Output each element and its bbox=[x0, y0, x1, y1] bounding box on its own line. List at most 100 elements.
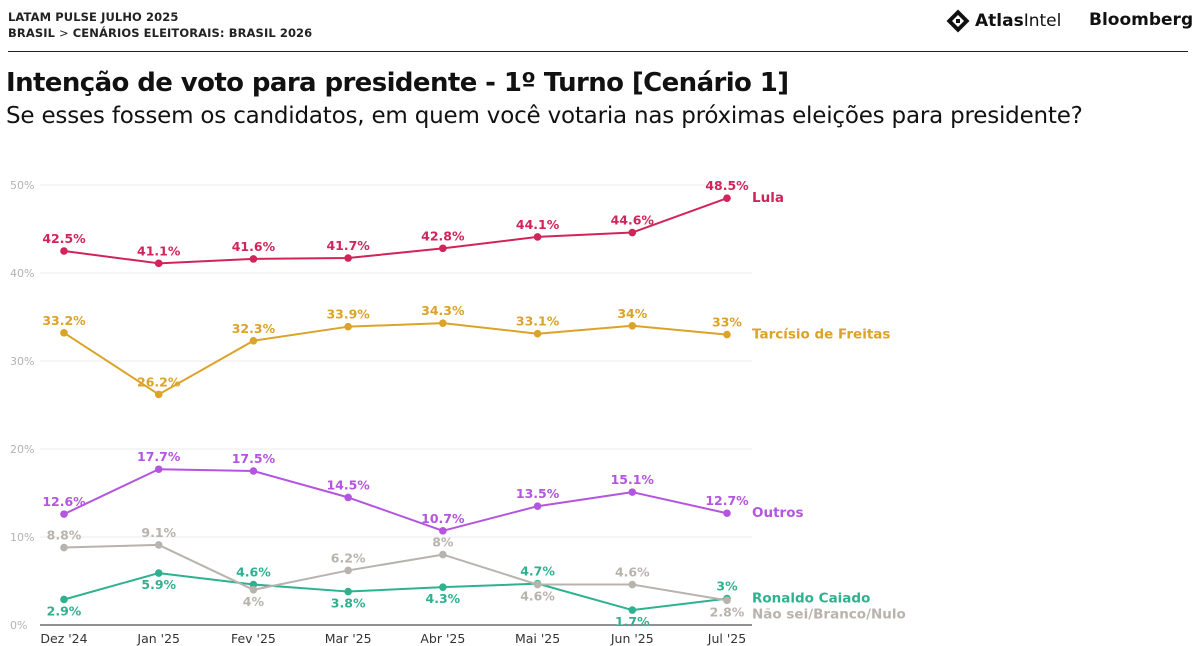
data-label: 33.1% bbox=[516, 314, 560, 329]
data-point bbox=[628, 228, 637, 237]
x-tick-label: Abr '25 bbox=[420, 631, 465, 646]
data-label: 34.3% bbox=[421, 303, 465, 318]
data-label: 3% bbox=[716, 579, 738, 594]
y-tick-label: 50% bbox=[10, 179, 34, 192]
data-label: 33.2% bbox=[42, 313, 86, 328]
data-point bbox=[723, 194, 731, 202]
x-tick-label: Mai '25 bbox=[515, 631, 560, 646]
data-point bbox=[249, 336, 258, 345]
data-point bbox=[533, 329, 542, 338]
data-point bbox=[344, 322, 352, 331]
bloomberg-logo: Bloomberg bbox=[1089, 10, 1194, 30]
data-label: 42.5% bbox=[42, 231, 86, 246]
data-point bbox=[439, 244, 447, 253]
data-label: 4.7% bbox=[520, 564, 555, 579]
data-label: 41.1% bbox=[137, 243, 181, 258]
x-tick-label: Jul '25 bbox=[707, 631, 746, 646]
x-tick-label: Fev '25 bbox=[231, 631, 276, 646]
data-point bbox=[439, 527, 447, 535]
report-edition: LATAM PULSE JULHO 2025 bbox=[8, 10, 179, 24]
data-label: 1.7% bbox=[615, 614, 650, 629]
data-label: 33% bbox=[712, 315, 742, 330]
data-label: 41.6% bbox=[232, 239, 276, 254]
data-label: 17.7% bbox=[137, 449, 181, 464]
x-tick-label: Jun '25 bbox=[610, 631, 654, 646]
data-point bbox=[154, 465, 163, 474]
data-point bbox=[533, 580, 542, 589]
data-point bbox=[439, 319, 447, 327]
data-point bbox=[344, 587, 352, 596]
data-point bbox=[628, 488, 637, 496]
series-name-label: Não sei/Branco/Nulo bbox=[752, 607, 906, 623]
data-label: 4.6% bbox=[615, 565, 650, 580]
header-divider bbox=[8, 51, 1188, 52]
y-tick-label: 40% bbox=[10, 267, 34, 280]
series-name-label: Ronaldo Caiado bbox=[752, 591, 870, 607]
data-point bbox=[60, 329, 68, 337]
data-label: 14.5% bbox=[326, 477, 370, 492]
data-label: 4.6% bbox=[520, 589, 555, 604]
series-line bbox=[63, 543, 728, 602]
y-tick-label: 30% bbox=[10, 355, 34, 368]
data-point bbox=[60, 543, 68, 552]
data-point bbox=[154, 259, 163, 268]
data-label: 17.5% bbox=[232, 451, 276, 466]
data-label: 10.7% bbox=[421, 511, 465, 526]
data-point bbox=[249, 580, 258, 589]
data-label: 12.6% bbox=[42, 494, 86, 509]
series-tarcisio-de-freitas: 33.2% 26.2% 32.3% 33.9% 34.3% 33.1% 34% 33% Tarc… bbox=[42, 303, 890, 399]
x-tick-label: Dez '24 bbox=[40, 631, 87, 646]
series-layer: 42.5% 41.1% 41.6% 41.7% 42.8% 44.1% 44.6% 48.5%… bbox=[42, 178, 906, 629]
series-ronaldo-caiado: 2.9% 5.9% 4.6% 3.8% 4.3% 4.7% 1.7% 3% Ronaldo Ca… bbox=[47, 564, 871, 629]
series-outros: 12.6% 17.7% 17.5% 14.5% 10.7% 13.5% 15.1% 12.7%… bbox=[42, 449, 804, 535]
data-point bbox=[723, 330, 731, 339]
data-point bbox=[533, 502, 542, 511]
breadcrumb-section[interactable]: CENÁRIOS ELEITORAIS: BRASIL 2026 bbox=[72, 26, 313, 40]
x-axis: Dez '24 Jan '25 Fev '25 Mar '25 Abr '25 Mai '… bbox=[40, 631, 746, 646]
series-line bbox=[63, 322, 728, 396]
data-point bbox=[249, 467, 258, 475]
data-point bbox=[628, 322, 637, 330]
data-label: 26.2% bbox=[137, 374, 181, 389]
atlasintel-logo: AtlasIntel bbox=[946, 9, 1061, 33]
data-point bbox=[344, 566, 352, 575]
data-label: 13.5% bbox=[516, 486, 560, 501]
chart-title: Intenção de voto para presidente - 1º Tu… bbox=[6, 68, 789, 98]
data-label: 9.1% bbox=[141, 525, 176, 540]
data-label: 42.8% bbox=[421, 228, 465, 243]
data-label: 5.9% bbox=[141, 577, 176, 592]
y-axis: 0% 10% 20% 30% 40% 50% bbox=[10, 179, 34, 632]
data-label: 34% bbox=[617, 306, 647, 321]
data-point bbox=[154, 569, 163, 577]
data-point bbox=[249, 255, 258, 263]
series-line bbox=[63, 468, 728, 532]
data-label: 32.3% bbox=[232, 321, 276, 336]
data-label: 8% bbox=[432, 535, 454, 550]
series-line bbox=[63, 572, 728, 612]
data-label: 33.9% bbox=[326, 307, 370, 322]
series-lula: 42.5% 41.1% 41.6% 41.7% 42.8% 44.1% 44.6% 48.5%… bbox=[42, 178, 784, 268]
report-header: LATAM PULSE JULHO 2025 BRASIL > CENÁRIOS E… bbox=[8, 9, 312, 41]
x-tick-label: Mar '25 bbox=[325, 631, 372, 646]
data-label: 41.7% bbox=[326, 238, 370, 253]
data-point bbox=[60, 510, 68, 518]
data-point bbox=[628, 580, 637, 589]
series-nao-sei-branco-nulo: 8.8% 9.1% 4% 6.2% 8% 4.6% 4.6% 2.8% Não sei/Bran… bbox=[47, 525, 906, 623]
data-label: 3.8% bbox=[331, 596, 366, 611]
data-label: 15.1% bbox=[611, 472, 655, 487]
data-label: 4% bbox=[243, 594, 265, 609]
breadcrumb-country[interactable]: BRASIL bbox=[8, 26, 56, 40]
y-tick-label: 0% bbox=[10, 619, 27, 632]
data-label: 44.1% bbox=[516, 217, 560, 232]
series-line bbox=[63, 197, 728, 265]
breadcrumb-separator: > bbox=[59, 26, 69, 40]
data-label: 4.3% bbox=[426, 591, 461, 606]
y-tick-label: 20% bbox=[10, 443, 34, 456]
series-name-label: Outros bbox=[752, 505, 804, 521]
data-label: 2.8% bbox=[710, 604, 745, 619]
data-label: 12.7% bbox=[705, 493, 749, 508]
data-label: 2.9% bbox=[47, 603, 82, 618]
grid-lines bbox=[40, 184, 752, 626]
x-tick-label: Jan '25 bbox=[136, 631, 180, 646]
